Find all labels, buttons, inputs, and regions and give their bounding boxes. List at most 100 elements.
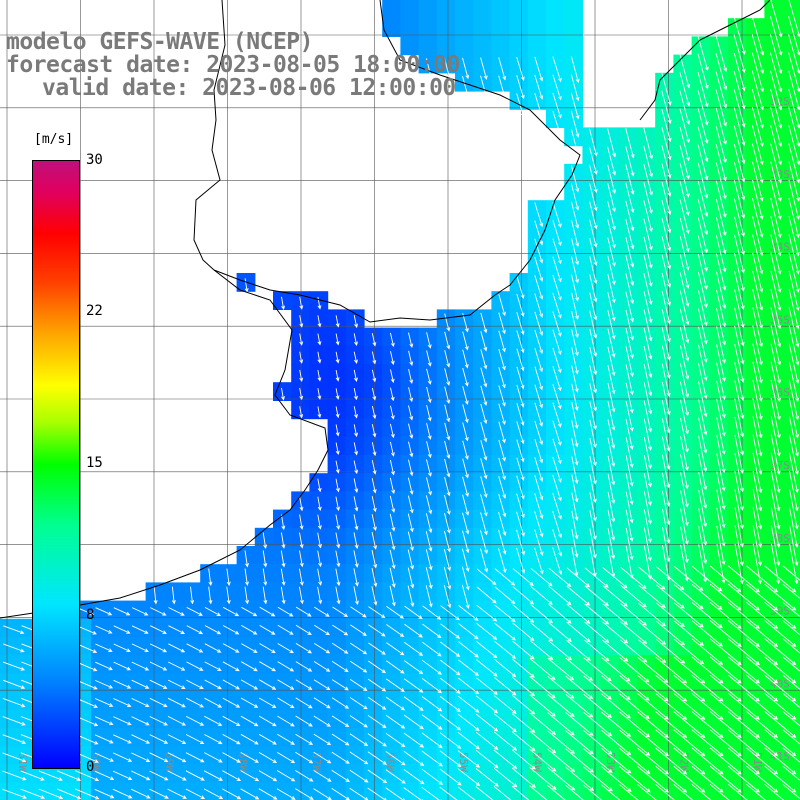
- wind-arrow: [368, 642, 386, 655]
- wind-arrow: [764, 692, 797, 720]
- wind-arrow: [734, 362, 745, 402]
- wind-arrow: [788, 143, 800, 184]
- wind-arrow: [602, 585, 628, 607]
- wind-arrow: [314, 606, 330, 617]
- wind-arrow: [2, 716, 26, 726]
- wind-arrow: [371, 405, 377, 420]
- wind-arrow: [280, 568, 286, 586]
- wind-arrow: [618, 747, 651, 775]
- wind-arrow: [368, 624, 386, 637]
- wind-arrow: [371, 460, 377, 475]
- wind-arrow: [389, 332, 395, 348]
- wind-arrow: [589, 237, 598, 266]
- wind-arrow: [770, 489, 781, 530]
- wind-arrow: [371, 532, 378, 550]
- wind-cell: [491, 0, 511, 19]
- wind-arrow: [552, 238, 562, 265]
- wind-arrow: [770, 88, 783, 129]
- wind-arrow: [389, 567, 396, 588]
- wind-arrow: [244, 586, 250, 605]
- wind-arrow: [643, 127, 654, 160]
- wind-arrow: [149, 697, 168, 708]
- wind-cell: [254, 782, 274, 800]
- wind-arrow: [313, 733, 332, 746]
- wind-arrow: [752, 489, 763, 530]
- wind-arrow: [655, 656, 688, 684]
- wind-arrow: [770, 361, 781, 403]
- wind-arrow: [547, 766, 576, 791]
- wind-cell: [782, 382, 800, 401]
- wind-arrow: [259, 661, 277, 672]
- wind-arrow: [295, 606, 312, 617]
- wind-arrow: [331, 769, 350, 783]
- wind-arrow: [530, 586, 553, 605]
- wind-arrow: [589, 474, 597, 504]
- wind-arrow: [131, 716, 150, 726]
- wind-arrow: [698, 381, 708, 418]
- wind-arrow: [715, 216, 727, 255]
- wind-arrow: [643, 345, 653, 379]
- wind-arrow: [697, 180, 709, 217]
- wind-arrow: [299, 586, 304, 605]
- wind-arrow: [534, 293, 544, 318]
- wind-arrow: [662, 508, 671, 544]
- wind-arrow: [241, 625, 258, 635]
- wind-arrow: [149, 679, 168, 689]
- wind-arrow: [734, 344, 745, 383]
- wind-arrow: [349, 769, 369, 783]
- wind-arrow: [788, 416, 799, 457]
- wind-cell: [473, 36, 492, 56]
- wind-arrow: [462, 349, 469, 369]
- wind-arrow: [625, 346, 634, 378]
- wind-arrow: [153, 586, 158, 605]
- wind-arrow: [643, 473, 652, 506]
- wind-arrow: [389, 513, 396, 532]
- wind-arrow: [715, 35, 728, 73]
- wind-arrow: [637, 656, 669, 684]
- wind-arrow: [770, 416, 781, 457]
- wind-arrow: [709, 765, 742, 793]
- wind-arrow: [584, 603, 610, 625]
- wind-arrow: [476, 677, 498, 695]
- wind-arrow: [625, 200, 635, 232]
- wind-arrow: [422, 605, 442, 620]
- wind-arrow: [498, 367, 506, 389]
- wind-arrow: [222, 661, 240, 672]
- wind-arrow: [131, 752, 151, 762]
- wind-arrow: [335, 370, 340, 382]
- wind-arrow: [752, 434, 763, 475]
- wind-arrow: [408, 387, 414, 403]
- wind-arrow: [498, 493, 507, 518]
- wind-arrow: [788, 197, 800, 239]
- wind-arrow: [534, 420, 544, 446]
- wind-arrow: [607, 510, 616, 541]
- wind-arrow: [734, 289, 745, 329]
- wind-arrow: [516, 275, 525, 300]
- wind-arrow: [673, 674, 706, 702]
- wind-arrow: [643, 545, 652, 580]
- wind-arrow: [113, 716, 132, 726]
- wind-arrow: [56, 770, 82, 782]
- wind-arrow: [529, 712, 557, 736]
- wind-arrow: [571, 365, 579, 393]
- wind-arrow: [317, 586, 323, 605]
- colorbar-unit: [m/s]: [34, 132, 74, 147]
- wind-arrow: [332, 642, 349, 654]
- wind-arrow: [782, 620, 800, 636]
- wind-arrow: [733, 16, 746, 55]
- wind-arrow: [403, 769, 425, 785]
- wind-cell: [527, 0, 547, 19]
- wind-arrow: [655, 711, 688, 739]
- wind-arrow: [673, 747, 706, 775]
- wind-cell: [782, 691, 800, 711]
- wind-arrow: [638, 621, 667, 645]
- wind-arrow: [552, 311, 562, 337]
- wind-arrow: [746, 656, 779, 684]
- wind-arrow: [204, 643, 222, 653]
- wind-arrow: [516, 403, 525, 426]
- wind-arrow: [149, 643, 168, 653]
- wind-arrow: [262, 586, 268, 605]
- wind-arrow: [385, 733, 406, 748]
- wind-cell: [782, 655, 800, 674]
- wind-arrow: [552, 547, 563, 576]
